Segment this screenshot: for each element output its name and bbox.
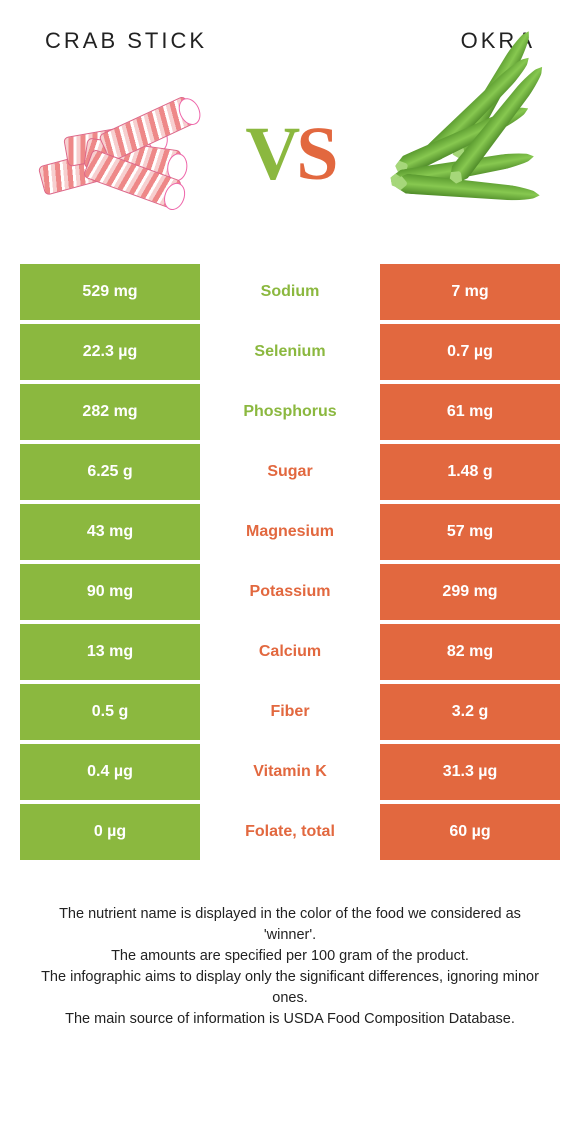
left-value: 13 mg — [20, 624, 200, 680]
table-row: 0.5 gFiber3.2 g — [20, 684, 560, 740]
nutrient-name: Potassium — [200, 564, 380, 620]
footer-notes: The nutrient name is displayed in the co… — [0, 864, 580, 1030]
footer-line: The main source of information is USDA F… — [32, 1009, 548, 1030]
right-value: 7 mg — [380, 264, 560, 320]
right-value: 0.7 µg — [380, 324, 560, 380]
right-value: 60 µg — [380, 804, 560, 860]
nutrient-name: Fiber — [200, 684, 380, 740]
table-row: 282 mgPhosphorus61 mg — [20, 384, 560, 440]
footer-line: The nutrient name is displayed in the co… — [32, 904, 548, 946]
left-value: 0.5 g — [20, 684, 200, 740]
nutrient-name: Selenium — [200, 324, 380, 380]
right-value: 299 mg — [380, 564, 560, 620]
right-value: 57 mg — [380, 504, 560, 560]
right-value: 1.48 g — [380, 444, 560, 500]
right-value: 61 mg — [380, 384, 560, 440]
left-food-title: Crab stick — [45, 28, 207, 54]
left-value: 282 mg — [20, 384, 200, 440]
comparison-table: 529 mgSodium7 mg22.3 µgSelenium0.7 µg282… — [20, 264, 560, 860]
nutrient-name: Sugar — [200, 444, 380, 500]
right-value: 31.3 µg — [380, 744, 560, 800]
vs-s: S — [296, 112, 334, 196]
right-value: 3.2 g — [380, 684, 560, 740]
table-row: 6.25 gSugar1.48 g — [20, 444, 560, 500]
table-row: 0 µgFolate, total60 µg — [20, 804, 560, 860]
table-row: 90 mgPotassium299 mg — [20, 564, 560, 620]
vs-v: V — [245, 112, 296, 196]
right-value: 82 mg — [380, 624, 560, 680]
footer-line: The amounts are specified per 100 gram o… — [32, 946, 548, 967]
table-row: 0.4 µgVitamin K31.3 µg — [20, 744, 560, 800]
nutrient-name: Sodium — [200, 264, 380, 320]
left-value: 43 mg — [20, 504, 200, 560]
left-value: 90 mg — [20, 564, 200, 620]
okra-image — [370, 79, 560, 229]
header: Crab stick Okra — [0, 0, 580, 64]
table-row: 13 mgCalcium82 mg — [20, 624, 560, 680]
nutrient-name: Calcium — [200, 624, 380, 680]
footer-line: The infographic aims to display only the… — [32, 967, 548, 1009]
nutrient-name: Magnesium — [200, 504, 380, 560]
table-row: 22.3 µgSelenium0.7 µg — [20, 324, 560, 380]
left-value: 6.25 g — [20, 444, 200, 500]
nutrient-name: Vitamin K — [200, 744, 380, 800]
vs-label: VS — [245, 111, 334, 198]
crab-stick-image — [20, 79, 210, 229]
nutrient-name: Folate, total — [200, 804, 380, 860]
hero-section: VS — [0, 64, 580, 264]
nutrient-name: Phosphorus — [200, 384, 380, 440]
table-row: 43 mgMagnesium57 mg — [20, 504, 560, 560]
left-value: 529 mg — [20, 264, 200, 320]
left-value: 22.3 µg — [20, 324, 200, 380]
left-value: 0.4 µg — [20, 744, 200, 800]
left-value: 0 µg — [20, 804, 200, 860]
table-row: 529 mgSodium7 mg — [20, 264, 560, 320]
